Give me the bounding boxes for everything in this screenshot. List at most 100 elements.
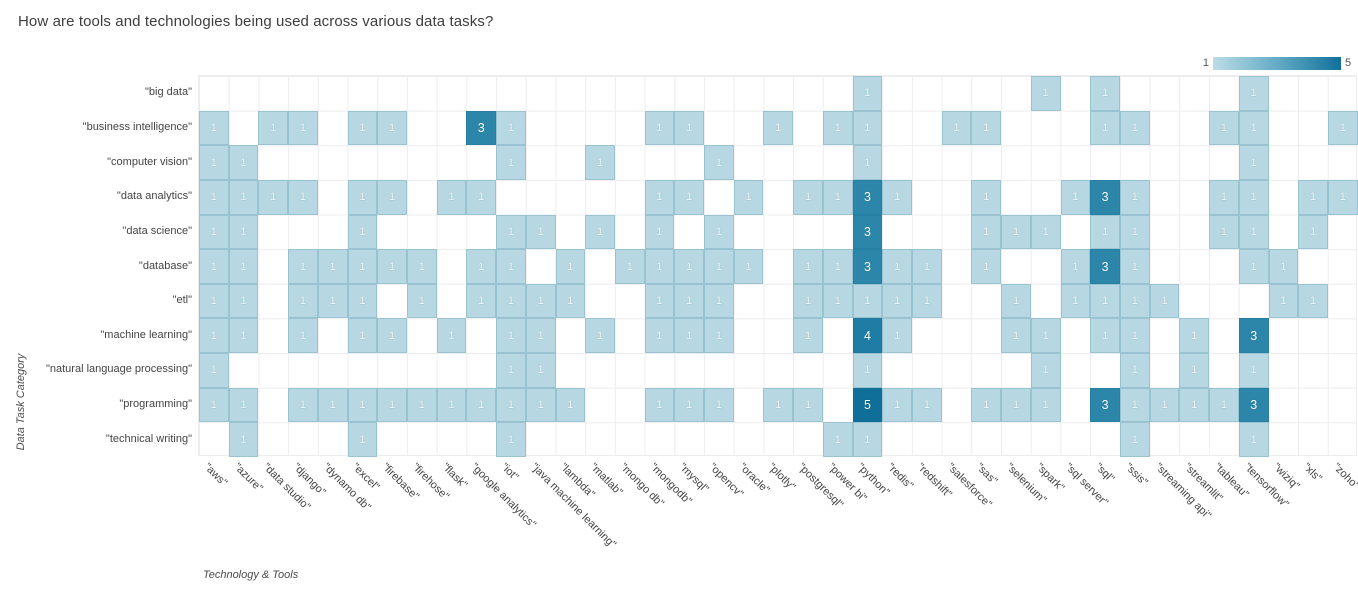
heatmap-cell: 1 <box>644 249 675 284</box>
heatmap-cell: 1 <box>852 76 883 111</box>
heatmap-cell: 1 <box>704 249 734 284</box>
heatmap-cell: 3 <box>852 249 883 284</box>
heatmap-cell: 1 <box>1060 249 1091 284</box>
heatmap-cell: 1 <box>1238 249 1269 284</box>
heatmap-cell: 1 <box>912 249 942 284</box>
heatmap-cell: 1 <box>1030 214 1061 250</box>
heatmap-cell: 1 <box>555 283 586 319</box>
heatmap-cell: 1 <box>317 283 348 319</box>
heatmap-cell: 1 <box>377 179 407 215</box>
heatmap-cell: 1 <box>228 318 259 354</box>
heatmap-cell: 1 <box>1209 214 1239 250</box>
y-tick-label: "data science" <box>122 224 192 237</box>
heatmap-cell: 1 <box>674 318 705 354</box>
heatmap-cell: 1 <box>704 318 734 354</box>
heatmap-cell: 1 <box>1030 318 1061 354</box>
y-tick-label: "business intelligence" <box>82 120 192 133</box>
heatmap-cell: 1 <box>436 318 467 354</box>
y-tick-label: "big data" <box>145 86 192 99</box>
heatmap-cell: 3 <box>852 179 883 215</box>
heatmap-cell: 1 <box>1298 179 1328 215</box>
heatmap-cell: 1 <box>1120 110 1150 146</box>
heatmap-cell: 1 <box>1120 249 1150 284</box>
heatmap-cell: 1 <box>1179 318 1210 354</box>
heatmap-cell: 3 <box>1090 387 1120 423</box>
heatmap-cell: 1 <box>496 318 526 354</box>
heatmap-cell: 1 <box>525 387 556 423</box>
heatmap-cell: 1 <box>585 214 615 250</box>
heatmap-cell: 1 <box>1209 179 1239 215</box>
heatmap-cell: 1 <box>288 318 318 354</box>
heatmap-cell: 1 <box>882 249 913 284</box>
heatmap-cell: 1 <box>347 422 378 458</box>
heatmap-cell: 1 <box>1120 283 1150 319</box>
heatmap-cell: 1 <box>496 353 526 388</box>
heatmap-cell: 1 <box>1149 387 1180 423</box>
y-tick-label: "data analytics" <box>116 190 192 203</box>
heatmap-cell: 1 <box>852 110 883 146</box>
heatmap-cell: 1 <box>199 353 229 388</box>
heatmap-cell: 1 <box>822 283 853 319</box>
heatmap-cell: 1 <box>704 145 734 180</box>
heatmap-cell: 1 <box>822 179 853 215</box>
heatmap-cell: 1 <box>228 214 259 250</box>
heatmap-cell: 1 <box>1030 353 1061 388</box>
heatmap-cell: 1 <box>674 387 705 423</box>
heatmap-cell: 1 <box>347 318 378 354</box>
legend-min-label: 1 <box>1202 57 1209 69</box>
heatmap-cell: 1 <box>1238 179 1269 215</box>
heatmap-cell: 1 <box>585 145 615 180</box>
heatmap-cell: 1 <box>1149 283 1180 319</box>
heatmap-cell: 1 <box>1238 353 1269 388</box>
heatmap-cell: 1 <box>199 214 229 250</box>
x-tick-label: "sql" <box>1092 461 1117 485</box>
heatmap-cell: 1 <box>971 387 1002 423</box>
heatmap-cell: 1 <box>674 110 705 146</box>
heatmap-cell: 1 <box>644 179 675 215</box>
heatmap-cell: 1 <box>347 387 378 423</box>
x-tick-label: "iot" <box>498 461 521 484</box>
heatmap-cell: 1 <box>1030 387 1061 423</box>
x-tick-label: "ssis" <box>1122 461 1150 489</box>
heatmap-cell: 3 <box>852 214 883 250</box>
heatmap-cell: 1 <box>1060 179 1091 215</box>
heatmap-cell: 1 <box>644 318 675 354</box>
heatmap-cell: 1 <box>288 249 318 284</box>
heatmap-cell: 1 <box>674 249 705 284</box>
heatmap-cell: 1 <box>466 283 497 319</box>
heatmap-cell: 1 <box>555 249 586 284</box>
heatmap-cell: 1 <box>704 387 734 423</box>
heatmap-cell: 1 <box>228 283 259 319</box>
heatmap-cell: 1 <box>496 387 526 423</box>
heatmap-cell: 1 <box>1268 249 1299 284</box>
heatmap-cell: 1 <box>525 353 556 388</box>
y-tick-label: "technical writing" <box>105 432 192 445</box>
x-tick-label: "zoho" <box>1330 461 1358 492</box>
heatmap-cell: 1 <box>793 387 823 423</box>
heatmap-cell: 1 <box>1327 179 1358 215</box>
heatmap-cell: 1 <box>258 110 289 146</box>
heatmap-cell: 1 <box>971 214 1002 250</box>
heatmap-cell: 1 <box>406 283 437 319</box>
heatmap-cell: 1 <box>1120 422 1150 458</box>
heatmap-cell: 1 <box>228 249 259 284</box>
heatmap-cell: 1 <box>1238 145 1269 180</box>
heatmap-cell: 1 <box>614 249 645 284</box>
heatmap-cell: 1 <box>1238 422 1269 458</box>
heatmap-cell: 1 <box>1298 283 1328 319</box>
x-tick-label: "azure" <box>231 461 265 495</box>
heatmap-cell: 1 <box>674 283 705 319</box>
y-tick-label: "machine learning" <box>100 328 192 341</box>
x-tick-label: "aws" <box>201 461 230 489</box>
heatmap-cell: 1 <box>763 110 794 146</box>
heatmap-cell: 1 <box>347 179 378 215</box>
heatmap-cell: 1 <box>882 387 913 423</box>
heatmap-cell: 5 <box>852 387 883 423</box>
heatmap-cell: 1 <box>822 422 853 458</box>
heatmap-cell: 1 <box>199 283 229 319</box>
heatmap-cell: 1 <box>1120 353 1150 388</box>
heatmap-cell: 1 <box>466 179 497 215</box>
heatmap-cell: 1 <box>496 249 526 284</box>
